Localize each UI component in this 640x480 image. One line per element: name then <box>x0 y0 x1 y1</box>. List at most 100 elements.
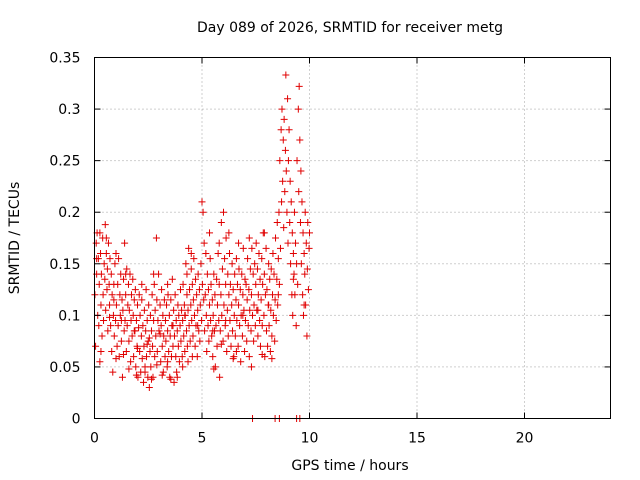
data-point <box>130 353 138 361</box>
data-point <box>288 229 296 237</box>
data-point <box>258 351 266 359</box>
data-point <box>186 286 194 294</box>
data-point <box>298 198 306 206</box>
data-point <box>200 239 208 247</box>
data-point <box>226 249 234 257</box>
data-point <box>276 157 284 165</box>
data-point <box>188 353 196 361</box>
data-point <box>109 311 117 319</box>
data-point <box>118 296 126 304</box>
data-point <box>301 208 309 216</box>
data-point <box>217 219 225 227</box>
data-point <box>208 332 216 340</box>
x-tick-label: 0 <box>90 431 99 447</box>
data-point <box>269 311 277 319</box>
data-point <box>215 317 223 325</box>
data-point <box>272 317 280 325</box>
data-point <box>183 342 191 350</box>
data-point <box>258 322 266 330</box>
data-point <box>160 332 168 340</box>
data-point <box>132 371 140 379</box>
data-point <box>260 229 268 237</box>
data-point <box>271 337 279 345</box>
data-point <box>176 322 184 330</box>
data-point <box>219 337 227 345</box>
data-point <box>92 239 100 247</box>
data-point <box>267 265 275 273</box>
data-point <box>195 286 203 294</box>
data-point <box>158 371 166 379</box>
data-point <box>127 291 135 299</box>
data-point <box>209 327 217 335</box>
data-point <box>112 249 120 257</box>
data-point <box>170 306 178 314</box>
data-point <box>297 260 305 268</box>
data-point <box>213 342 221 350</box>
data-point <box>233 317 241 325</box>
data-point <box>124 301 132 309</box>
data-point <box>292 322 300 330</box>
data-point <box>289 275 297 283</box>
data-point <box>163 301 171 309</box>
data-point <box>145 334 153 342</box>
data-point <box>140 378 148 386</box>
data-point <box>239 311 247 319</box>
data-point <box>236 286 244 294</box>
data-point <box>194 270 202 278</box>
data-point <box>103 265 111 273</box>
data-point <box>130 296 138 304</box>
data-point <box>181 347 189 355</box>
data-point <box>267 306 275 314</box>
data-point <box>232 255 240 263</box>
data-point <box>184 306 192 314</box>
data-point <box>246 265 254 273</box>
data-point <box>286 177 294 185</box>
data-point <box>99 291 107 299</box>
data-point <box>156 330 164 338</box>
data-point <box>299 311 307 319</box>
data-point <box>106 255 114 263</box>
data-point <box>164 291 172 299</box>
data-point <box>132 363 140 371</box>
data-point <box>242 280 250 288</box>
data-point <box>145 384 153 392</box>
data-point <box>263 327 270 335</box>
data-point <box>294 105 302 113</box>
data-point <box>110 332 118 340</box>
data-point <box>164 280 172 288</box>
data-point <box>152 332 160 340</box>
data-point <box>268 332 276 340</box>
data-point <box>271 296 279 304</box>
data-point <box>185 244 193 252</box>
data-point <box>218 265 226 273</box>
data-point <box>289 249 297 257</box>
data-point <box>145 301 153 309</box>
data-point <box>211 291 219 299</box>
data-point <box>95 322 103 330</box>
data-point <box>291 291 299 299</box>
data-point <box>131 286 139 294</box>
data-point <box>261 291 269 299</box>
data-point <box>122 270 130 278</box>
data-point <box>280 115 288 123</box>
y-tick-label: 0.3 <box>58 102 80 118</box>
data-point <box>147 327 155 335</box>
data-point <box>234 342 242 350</box>
data-point <box>295 82 303 90</box>
data-point <box>134 301 141 309</box>
data-point <box>124 280 132 288</box>
data-point <box>190 255 198 263</box>
data-point <box>129 275 137 283</box>
data-point <box>276 244 284 252</box>
data-point <box>123 322 131 330</box>
data-point <box>221 255 229 263</box>
data-point <box>260 311 268 319</box>
data-point <box>113 342 121 350</box>
data-point <box>179 363 187 371</box>
data-point <box>292 239 300 247</box>
data-point <box>266 347 274 355</box>
data-point <box>256 317 264 325</box>
data-point <box>304 286 312 294</box>
data-point <box>156 301 164 309</box>
data-point <box>224 332 232 340</box>
